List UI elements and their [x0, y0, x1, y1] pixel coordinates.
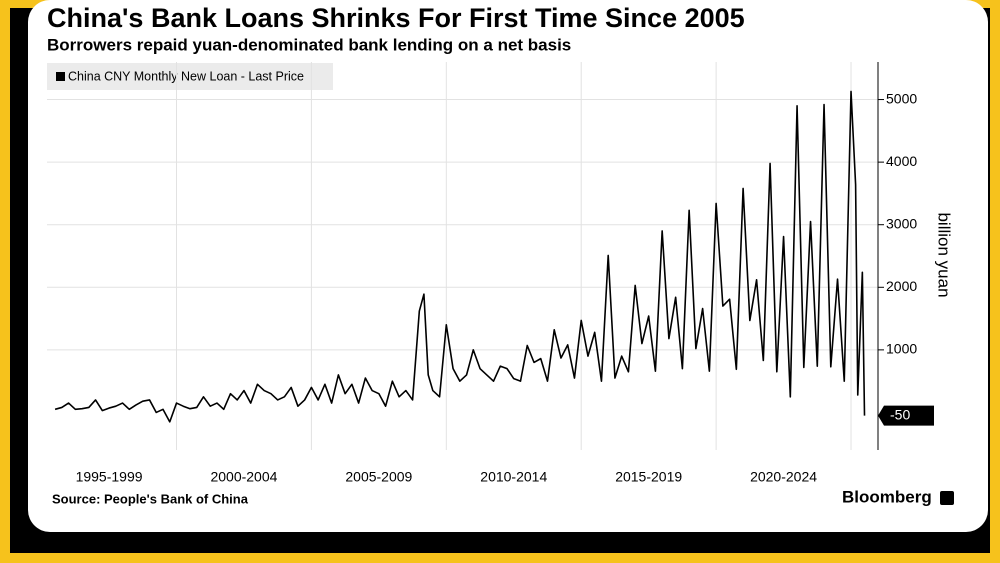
last-value-box: [878, 405, 934, 426]
legend-box: [47, 63, 333, 90]
y-tick-label: 4000: [886, 153, 917, 169]
x-tick-label: 2000-2004: [210, 469, 277, 485]
x-tick-label: 2020-2024: [750, 469, 817, 485]
x-tick-label: 2010-2014: [480, 469, 547, 485]
legend-swatch: [56, 72, 65, 81]
chart-subtitle: Borrowers repaid yuan-denominated bank l…: [47, 35, 571, 54]
chart-title: China's Bank Loans Shrinks For First Tim…: [47, 3, 745, 33]
y-tick-label: 5000: [886, 90, 917, 106]
y-tick-label: 2000: [886, 278, 917, 294]
x-tick-label: 1995-1999: [76, 469, 143, 485]
x-tick-label: 2005-2009: [345, 469, 412, 485]
card: [28, 0, 988, 532]
brand-icon: [940, 491, 954, 505]
brand: Bloomberg: [842, 487, 932, 506]
y-tick-label: 3000: [886, 215, 917, 231]
y-axis-label: billion yuan: [935, 212, 954, 297]
x-tick-label: 2015-2019: [615, 469, 682, 485]
series-line: [54, 90, 866, 423]
legend-label: China CNY Monthly New Loan - Last Price: [68, 69, 304, 83]
y-tick-label: 1000: [886, 341, 917, 357]
source: Source: People's Bank of China: [52, 491, 249, 506]
last-value-label: -50: [890, 406, 910, 422]
